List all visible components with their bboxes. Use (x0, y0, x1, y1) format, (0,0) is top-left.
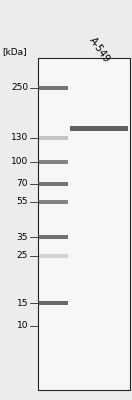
Bar (38, 254, 68, 258)
Bar (70, 126, 128, 130)
Bar (38, 182, 68, 186)
Bar (38, 160, 68, 164)
Text: 130: 130 (11, 134, 28, 142)
Bar (38, 301, 68, 305)
Text: 55: 55 (16, 198, 28, 206)
Bar (38, 86, 68, 90)
Text: 15: 15 (16, 298, 28, 308)
Text: 10: 10 (16, 322, 28, 330)
Bar (38, 58, 130, 390)
Text: 35: 35 (16, 232, 28, 242)
Text: A-549: A-549 (87, 36, 111, 65)
Text: 250: 250 (11, 84, 28, 92)
Bar (38, 235, 68, 239)
Bar (38, 200, 68, 204)
Text: 25: 25 (17, 252, 28, 260)
Text: 100: 100 (11, 158, 28, 166)
Bar (38, 136, 68, 140)
Text: 70: 70 (16, 180, 28, 188)
Text: [kDa]: [kDa] (2, 47, 27, 56)
